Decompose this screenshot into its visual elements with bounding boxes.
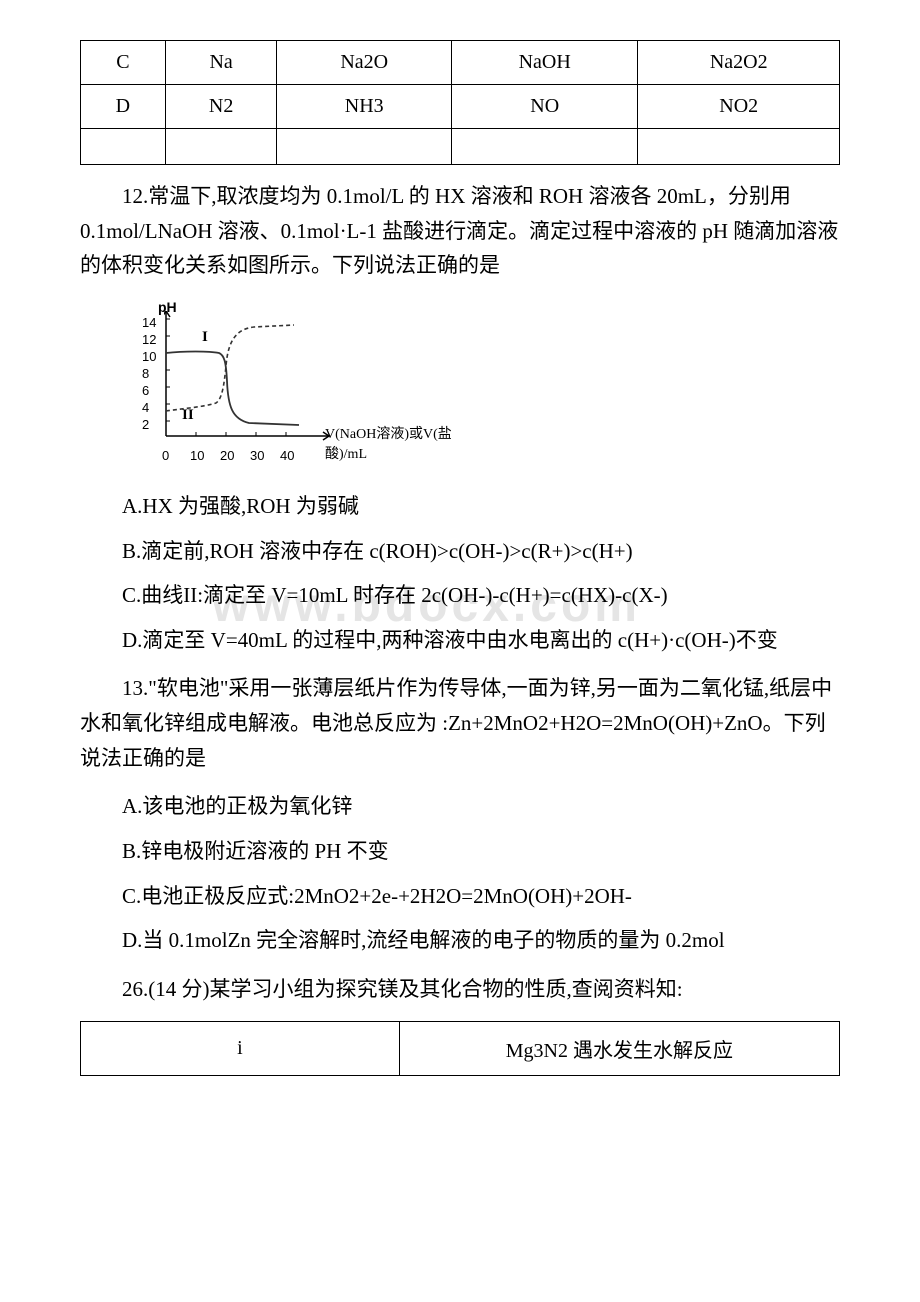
chart-svg [164,311,344,451]
cell [451,129,638,165]
cell: i [81,1021,400,1075]
cell: NaOH [451,41,638,85]
x-axis-label: V(NaOH溶液)或V(盐酸)/mL [325,423,480,463]
cell [638,129,840,165]
q12-stem: 12.常温下,取浓度均为 0.1mol/L 的 HX 溶液和 ROH 溶液各 2… [80,179,840,283]
y-tick: 8 [142,366,149,381]
titration-chart: pH 14 12 10 8 6 4 2 0 10 20 30 40 V(NaOH… [140,301,480,471]
table-row [81,129,840,165]
cell: NO2 [638,85,840,129]
option-text: C.曲线II:滴定至 V=10mL 时存在 2c(OH-)-c(H+)=c(HX… [122,583,668,607]
q12-option-a: A.HX 为强酸,ROH 为弱碱 [80,489,840,524]
cell: Na2O2 [638,41,840,85]
q13-option-d: D.当 0.1molZn 完全溶解时,流经电解液的电子的物质的量为 0.2mol [80,923,840,958]
cell: C [81,41,166,85]
cell: Na [165,41,277,85]
q12-option-b: B.滴定前,ROH 溶液中存在 c(ROH)>c(OH-)>c(R+)>c(H+… [80,534,840,569]
q12-option-d: D.滴定至 V=40mL 的过程中,两种溶液中由水电离出的 c(H+)·c(OH… [80,623,840,658]
table-row: i Mg3N2 遇水发生水解反应 [81,1021,840,1075]
y-tick: 14 [142,315,156,330]
y-tick: 4 [142,400,149,415]
cell: Na2O [277,41,452,85]
q13-option-b: B.锌电极附近溶液的 PH 不变 [80,834,840,869]
cell: NO [451,85,638,129]
q13-option-a: A.该电池的正极为氧化锌 [80,789,840,824]
q13-option-c: C.电池正极反应式:2MnO2+2e-+2H2O=2MnO(OH)+2OH- [80,879,840,914]
table-row: D N2 NH3 NO NO2 [81,85,840,129]
q13-stem: 13."软电池"采用一张薄层纸片作为传导体,一面为锌,另一面为二氧化锰,纸层中水… [80,671,840,775]
cell: Mg3N2 遇水发生水解反应 [399,1021,839,1075]
y-tick: 2 [142,417,149,432]
curve-label-1: I [202,329,208,346]
cell [81,129,166,165]
y-tick: 10 [142,349,156,364]
table-row: C Na Na2O NaOH Na2O2 [81,41,840,85]
compound-table: C Na Na2O NaOH Na2O2 D N2 NH3 NO NO2 [80,40,840,165]
cell [277,129,452,165]
y-tick: 12 [142,332,156,347]
q12-option-c: www.bdocx.com C.曲线II:滴定至 V=10mL 时存在 2c(O… [80,578,840,613]
cell: D [81,85,166,129]
q26-stem: 26.(14 分)某学习小组为探究镁及其化合物的性质,查阅资料知: [80,972,840,1007]
info-table: i Mg3N2 遇水发生水解反应 [80,1021,840,1076]
cell: N2 [165,85,277,129]
curve-label-2: II [182,407,194,424]
y-tick: 6 [142,383,149,398]
cell: NH3 [277,85,452,129]
cell [165,129,277,165]
